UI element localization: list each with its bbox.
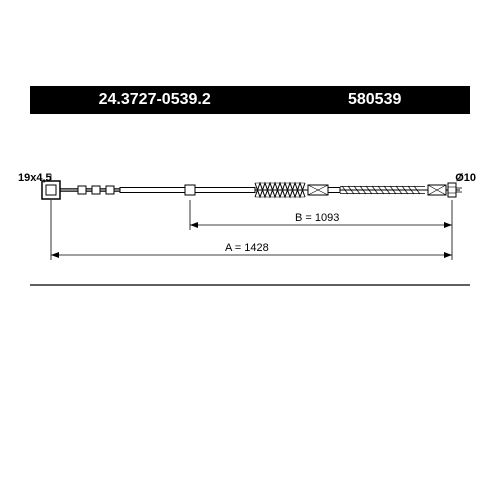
dim-a-label: A = 1428 [225, 242, 269, 254]
technical-drawing: 19x4,5 Ø10 [30, 130, 470, 310]
dim-b-label: B = 1093 [295, 212, 339, 224]
right-dimension-label: Ø10 [455, 172, 476, 184]
left-dimension-label: 19x4,5 [18, 172, 52, 184]
product-diagram-card: 24.3727-0539.2 580539 19x4,5 Ø10 [0, 0, 500, 500]
code: 580539 [348, 91, 401, 109]
cable-svg [30, 130, 470, 310]
part-number: 24.3727-0539.2 [99, 91, 211, 109]
header-bar: 24.3727-0539.2 580539 [30, 86, 470, 114]
